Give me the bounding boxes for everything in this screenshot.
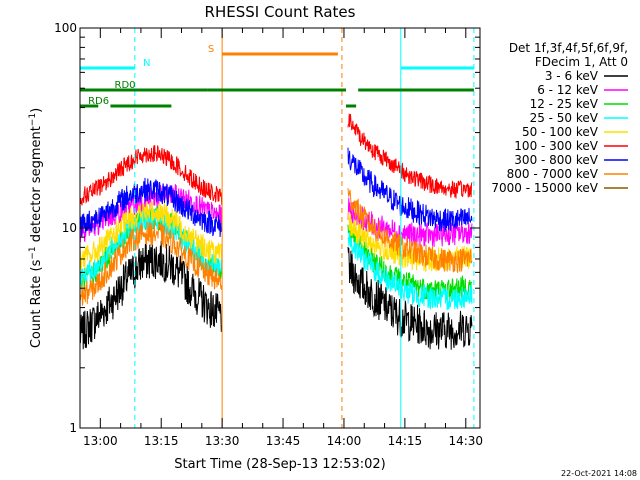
series-line-100-300-kev-post (347, 113, 473, 199)
y-axis-label: Count Rate (s−1 detector segment−1) (28, 108, 44, 348)
y-tick-label: 100 (54, 21, 77, 35)
legend-label: 50 - 100 keV (522, 125, 599, 139)
series-line-25-50-kev-post (347, 231, 473, 310)
flag-label-n: N (143, 58, 150, 69)
y-tick-label: 1 (69, 421, 77, 435)
legend-label: 7000 - 15000 keV (491, 181, 598, 195)
series-line-3-6-kev-post (347, 246, 473, 350)
x-tick-label: 13:00 (83, 434, 118, 448)
y-axis-label-end: ) (29, 108, 44, 113)
series-layer (79, 113, 473, 350)
chart-title: RHESSI Count Rates (205, 3, 356, 21)
legend: Det 1f,3f,4f,5f,6f,9f, FDecim 1, Att 0 3… (491, 41, 628, 195)
legend-header-line-1: Det 1f,3f,4f,5f,6f,9f, (509, 41, 628, 55)
legend-label: 300 - 800 keV (514, 153, 598, 167)
legend-header-line-2: FDecim 1, Att 0 (535, 55, 628, 69)
y-axis-label-exp1: −1 (28, 246, 38, 259)
y-axis-label-exp2: −1 (28, 113, 38, 126)
legend-label: 800 - 7000 keV (507, 167, 599, 181)
x-tick-label: 13:45 (266, 434, 301, 448)
x-axis-label: Start Time (28-Sep-13 12:53:02) (174, 457, 385, 472)
x-tick-label: 14:30 (448, 434, 483, 448)
legend-label: 25 - 50 keV (530, 111, 599, 125)
x-tick-label: 14:00 (327, 434, 362, 448)
series-line-800-7000-kev-post (347, 188, 473, 274)
legend-label: 12 - 25 keV (530, 97, 599, 111)
series-line-800-7000-kev-pre (79, 221, 223, 306)
x-tick-label: 13:30 (205, 434, 240, 448)
flag-label-rd0: RD0 (115, 80, 136, 91)
tick-layer: 13:00 13:15 13:30 13:45 14:00 14:15 14:30 1 10 10… (54, 21, 483, 448)
y-tick-label: 10 (62, 221, 77, 235)
series-line-50-100-kev-pre (79, 200, 223, 272)
series-line-300-800-kev-pre (79, 177, 223, 238)
x-tick-label: 14:15 (388, 434, 423, 448)
footer-date: 22-Oct-2021 14:08 (561, 469, 637, 478)
flag-layer: N S RD0 RD6 (80, 44, 474, 108)
legend-label: 100 - 300 keV (514, 139, 598, 153)
series-line-3-6-kev-pre (79, 240, 223, 350)
series-line-100-300-kev-pre (79, 145, 223, 206)
flag-label-rd6: RD6 (88, 96, 109, 107)
series-line-300-800-kev-post (347, 147, 473, 232)
legend-label: 6 - 12 keV (537, 83, 599, 97)
legend-label: 3 - 6 keV (545, 69, 599, 83)
flag-label-s: S (208, 44, 214, 55)
y-axis-label-main: Count Rate (s (29, 259, 44, 348)
series-line-12-25-kev-post (347, 224, 473, 302)
y-axis-label-mid: detector segment (29, 126, 44, 246)
x-tick-label: 13:15 (144, 434, 179, 448)
